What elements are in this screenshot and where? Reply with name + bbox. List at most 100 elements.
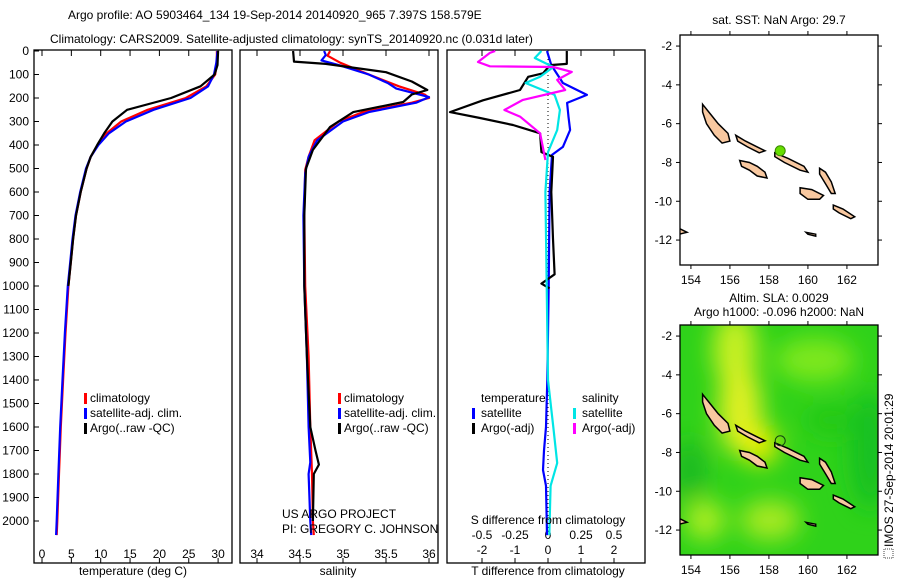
lon-tick-label: 154 [681,563,701,577]
island-shape [774,151,810,174]
x-tick-label: 5 [68,547,75,561]
sla-map-axes: 154 156 158 160 162 -2 -4 -6 -8 -10 -12 [655,321,882,577]
island-shape [734,133,767,154]
lat-tick-label: -6 [661,407,672,421]
island-shape [799,186,825,201]
legend-swatch-argo [338,423,341,434]
lat-tick-label: -2 [661,39,672,53]
imos-stamp-text: IMOS 27-Sep-2014 20:01:29 [882,393,896,547]
lat-tick-label: -2 [661,329,672,343]
legend-label: climatology [90,391,150,405]
depth-tick-label: 1600 [2,420,29,434]
series-line-satellite-adj-clim- [302,50,431,536]
t-difference-xlabel: T difference from climatology [471,564,625,578]
legend-swatch-climatology [84,393,87,404]
series-line-argo-raw-qc- [67,50,220,287]
island-shape [799,476,825,491]
legend-label: Argo(..raw -QC) [90,421,175,435]
lon-tick-label: 160 [798,563,818,577]
x-tick-label: 0 [39,547,46,561]
legend-label: Argo(-adj) [481,421,534,435]
x-tick-label: 10 [94,547,108,561]
imos-stamp: IMOS 27-Sep-2014 20:01:29 [882,393,896,559]
lon-tick-label: 160 [798,273,818,287]
salinity-panel: 34 34.5 35 35.5 36 [239,49,439,564]
island-shape [701,102,731,144]
legend-swatch-t-argo [472,423,475,434]
depth-tick-label: 700 [9,209,29,223]
depth-tick-label: 2000 [2,514,29,528]
island-shape [734,423,767,444]
lon-tick-label: 156 [720,563,740,577]
legend-swatch-satellite [84,408,87,419]
series-line-argo-raw-qc- [292,50,429,522]
x-tick-label: 0 [545,543,552,557]
map-frame [679,34,879,266]
depth-tick-label: 1400 [2,373,29,387]
s-diff-tick-label: -0.5 [472,528,493,542]
plot-frame [33,49,233,564]
sla-field-anomalies [680,325,878,540]
s-diff-tick-label: 0.5 [606,528,623,542]
island-shape [680,517,690,525]
series-group [448,50,589,536]
figure-title-line2: Climatology: CARS2009. Satellite-adjuste… [50,32,533,46]
depth-tick-label: 800 [9,232,29,246]
depth-tick-label: 300 [9,115,29,129]
x-tick-label: 2 [611,543,618,557]
legend-label: Argo(..raw -QC) [344,421,429,435]
island-shape [818,166,837,195]
x-tick-label: 34.5 [288,547,312,561]
difference-panel: -2 -1 0 1 2-0.5 -0.25 0 0.25 0.5 [446,49,646,564]
temperature-legend: climatology satellite-adj. clim. Argo(..… [84,391,182,435]
lon-tick-label: 162 [837,563,857,577]
lat-tick-label: -8 [661,445,672,459]
lat-tick-label: -10 [655,194,673,208]
x-tick-label: 34 [250,547,264,561]
legend-swatch-t-satellite [472,408,475,419]
salinity-legend: climatology satellite-adj. clim. Argo(..… [338,391,436,435]
series-line-climatology [55,51,218,536]
lat-tick-label: -4 [661,368,672,382]
argo-float-marker [774,435,786,447]
legend-label: satellite-adj. clim. [90,406,182,420]
lat-tick-label: -12 [655,233,673,247]
depth-tick-label: 1200 [2,326,29,340]
imos-logo-icon [883,548,894,559]
island-shape [818,456,837,485]
series-line-t-argo-adj- [448,51,568,290]
lat-tick-label: -10 [655,484,673,498]
x-tick-label: 15 [123,547,137,561]
island-shape [774,441,810,464]
legend-label: satellite [481,406,522,420]
depth-tick-label: 400 [9,138,29,152]
depth-tick-label: 900 [9,256,29,270]
temperature-xlabel: temperature (deg C) [79,564,187,578]
x-tick-label: 36 [422,547,436,561]
island-shape [803,521,817,528]
series-line-t-satellite [541,50,589,536]
series-line-satellite-adj-clim- [55,50,219,536]
island-shape [701,392,731,434]
depth-tick-label: 500 [9,162,29,176]
lon-tick-label: 156 [720,273,740,287]
x-tick-label: 20 [153,547,167,561]
figure-title-line1: Argo profile: AO 5903464_134 19-Sep-2014… [68,8,482,22]
lon-tick-label: 158 [759,563,779,577]
plot-frame [239,49,439,564]
depth-tick-label: 1500 [2,397,29,411]
sst-map-title: sat. SST: NaN Argo: 29.7 [712,13,846,27]
credits-line1: US ARGO PROJECT [282,507,397,521]
island-shape [832,203,857,220]
legend-swatch-s-satellite [573,408,576,419]
sla-map-title-line1: Altim. SLA: 0.0029 [729,291,829,305]
s-diff-tick-label: 0.25 [569,528,593,542]
depth-tick-label: 1300 [2,350,29,364]
series-line-climatology [303,50,431,536]
legend-swatch-satellite [338,408,341,419]
series-group [55,50,220,536]
x-tick-label: -2 [477,543,488,557]
depth-tick-label: 1000 [2,279,29,293]
legend-heading-salinity: salinity [582,391,619,405]
